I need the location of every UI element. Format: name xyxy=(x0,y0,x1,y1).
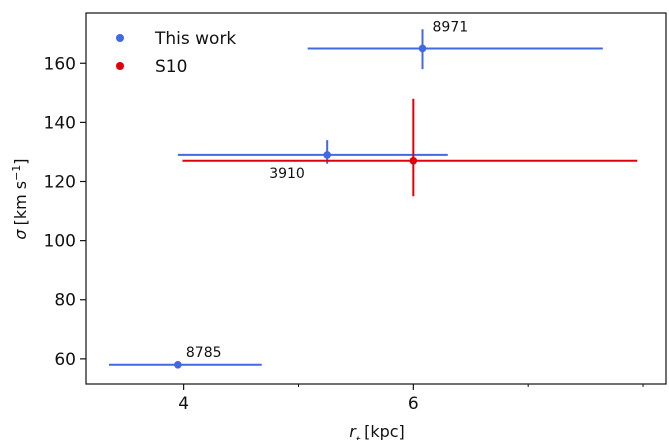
point-label: 8785 xyxy=(186,345,222,361)
data-point xyxy=(418,44,427,53)
data-points xyxy=(174,44,427,369)
y-tick-label: 140 xyxy=(44,113,76,133)
point-label: 3910 xyxy=(269,166,305,182)
y-axis-ticks: 60 80 100 120 140 160 xyxy=(44,54,86,370)
y-tick-label: 60 xyxy=(54,350,76,370)
x-axis-label: rt [kpc] xyxy=(349,422,405,440)
data-point xyxy=(174,360,182,369)
y-tick-label: 160 xyxy=(44,54,76,74)
y-tick-label: 100 xyxy=(44,232,76,252)
point-labels: 8971 3910 8785 xyxy=(186,19,468,360)
data-point xyxy=(323,151,331,159)
error-bars xyxy=(108,29,638,366)
y-tick-label: 80 xyxy=(54,291,76,311)
legend-label-s10: S10 xyxy=(155,57,187,77)
y-axis-label: σ[km s−1] xyxy=(10,158,31,239)
legend-marker-s10 xyxy=(116,62,124,70)
data-point xyxy=(409,157,418,165)
x-tick-label: 4 xyxy=(178,394,189,414)
y-tick-label: 120 xyxy=(44,173,76,193)
legend-marker-this-work xyxy=(116,34,124,42)
plot-frame xyxy=(85,12,667,385)
legend-label-this-work: This work xyxy=(154,29,236,49)
point-label: 8971 xyxy=(433,19,469,35)
legend: This work S10 xyxy=(116,29,236,77)
x-tick-label: 6 xyxy=(408,394,419,414)
